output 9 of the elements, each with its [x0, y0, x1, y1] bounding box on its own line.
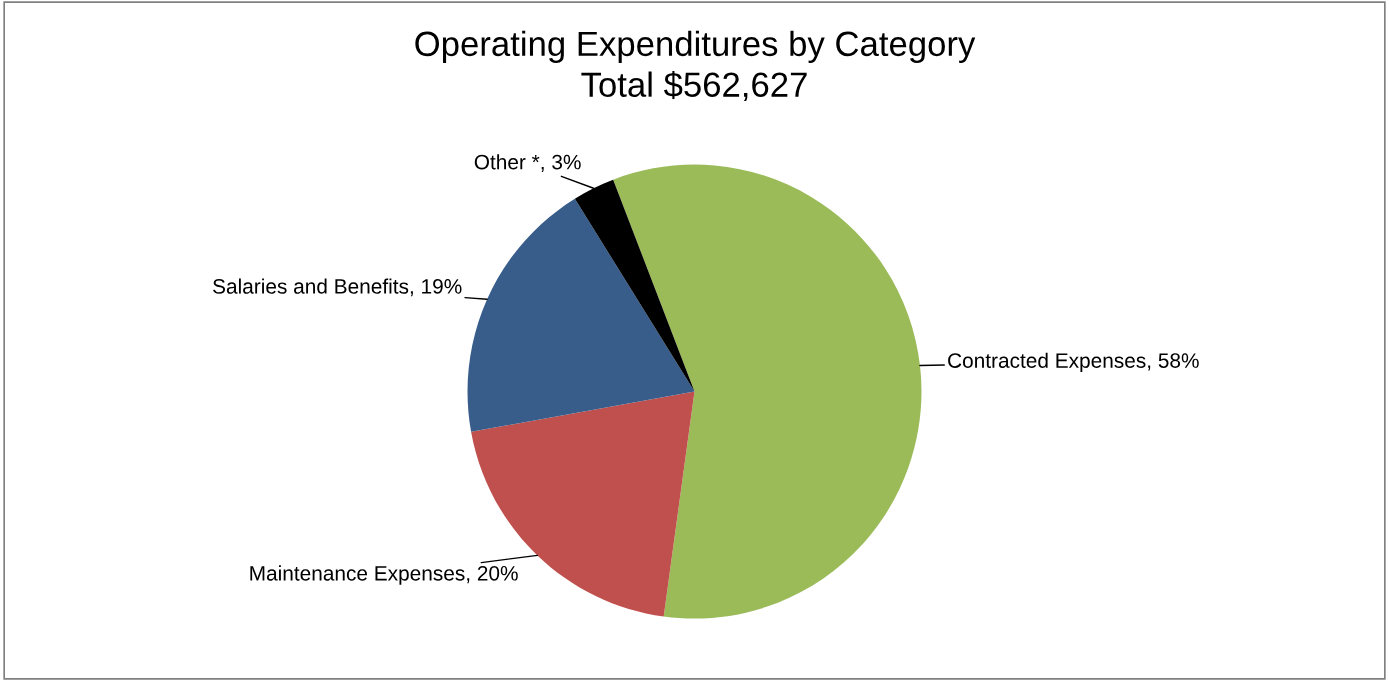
slice-label: Salaries and Benefits, 19% [213, 278, 462, 297]
slice-label: Contracted Expenses, 58% [948, 352, 1199, 373]
chart-subtitle: Total $562,627 [581, 70, 807, 102]
pie-slice [471, 391, 695, 617]
chart-title: Operating Expenditures by Category [415, 30, 976, 64]
slice-label: Maintenance Expenses, 20% [250, 565, 518, 585]
slice-label: Other *, 3% [474, 154, 581, 172]
pie-slice [613, 164, 922, 619]
pie-slice [467, 198, 695, 432]
